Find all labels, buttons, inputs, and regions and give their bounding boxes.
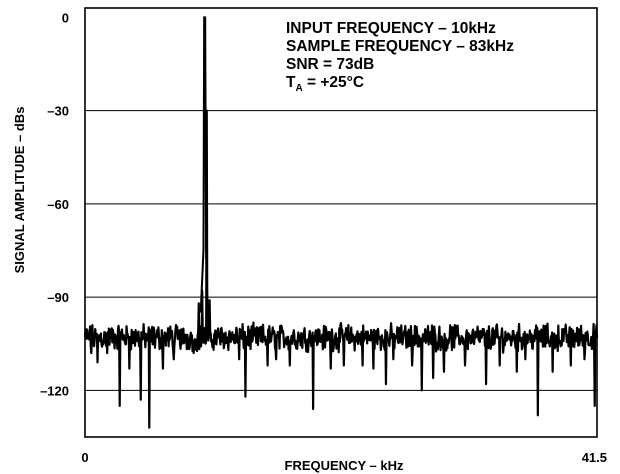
y-tick-label-2: –60	[47, 197, 69, 212]
x-tick-label-0: 0	[81, 450, 88, 465]
noise-floor-trace	[83, 109, 599, 429]
spectrum-trace	[83, 16, 599, 429]
gridlines	[85, 110, 597, 391]
x-tick-label-1: 41.5	[582, 450, 607, 465]
y-tick-label-3: –90	[47, 290, 69, 305]
annotation-temperature: TA = +25°C	[286, 74, 364, 94]
x-axis-title: FREQUENCY – kHz	[285, 458, 404, 473]
y-axis-title: SIGNAL AMPLITUDE – dBs	[12, 107, 27, 274]
signal-peak	[199, 16, 209, 316]
y-tick-label-1: –30	[47, 104, 69, 119]
annotation-snr: SNR = 73dB	[286, 56, 374, 73]
y-tick-label-4: –120	[40, 383, 69, 398]
plot-frame	[84, 7, 598, 438]
annotation-block: INPUT FREQUENCY – 10kHz SAMPLE FREQUENCY…	[286, 20, 514, 94]
y-tick-label-0: 0	[62, 10, 69, 25]
y-tick-labels: 0 –30 –60 –90 –120	[40, 10, 69, 398]
annotation-input-frequency: INPUT FREQUENCY – 10kHz	[286, 20, 496, 37]
x-tick-labels: 0 41.5	[81, 450, 607, 465]
annotation-sample-frequency: SAMPLE FREQUENCY – 83kHz	[286, 38, 514, 55]
